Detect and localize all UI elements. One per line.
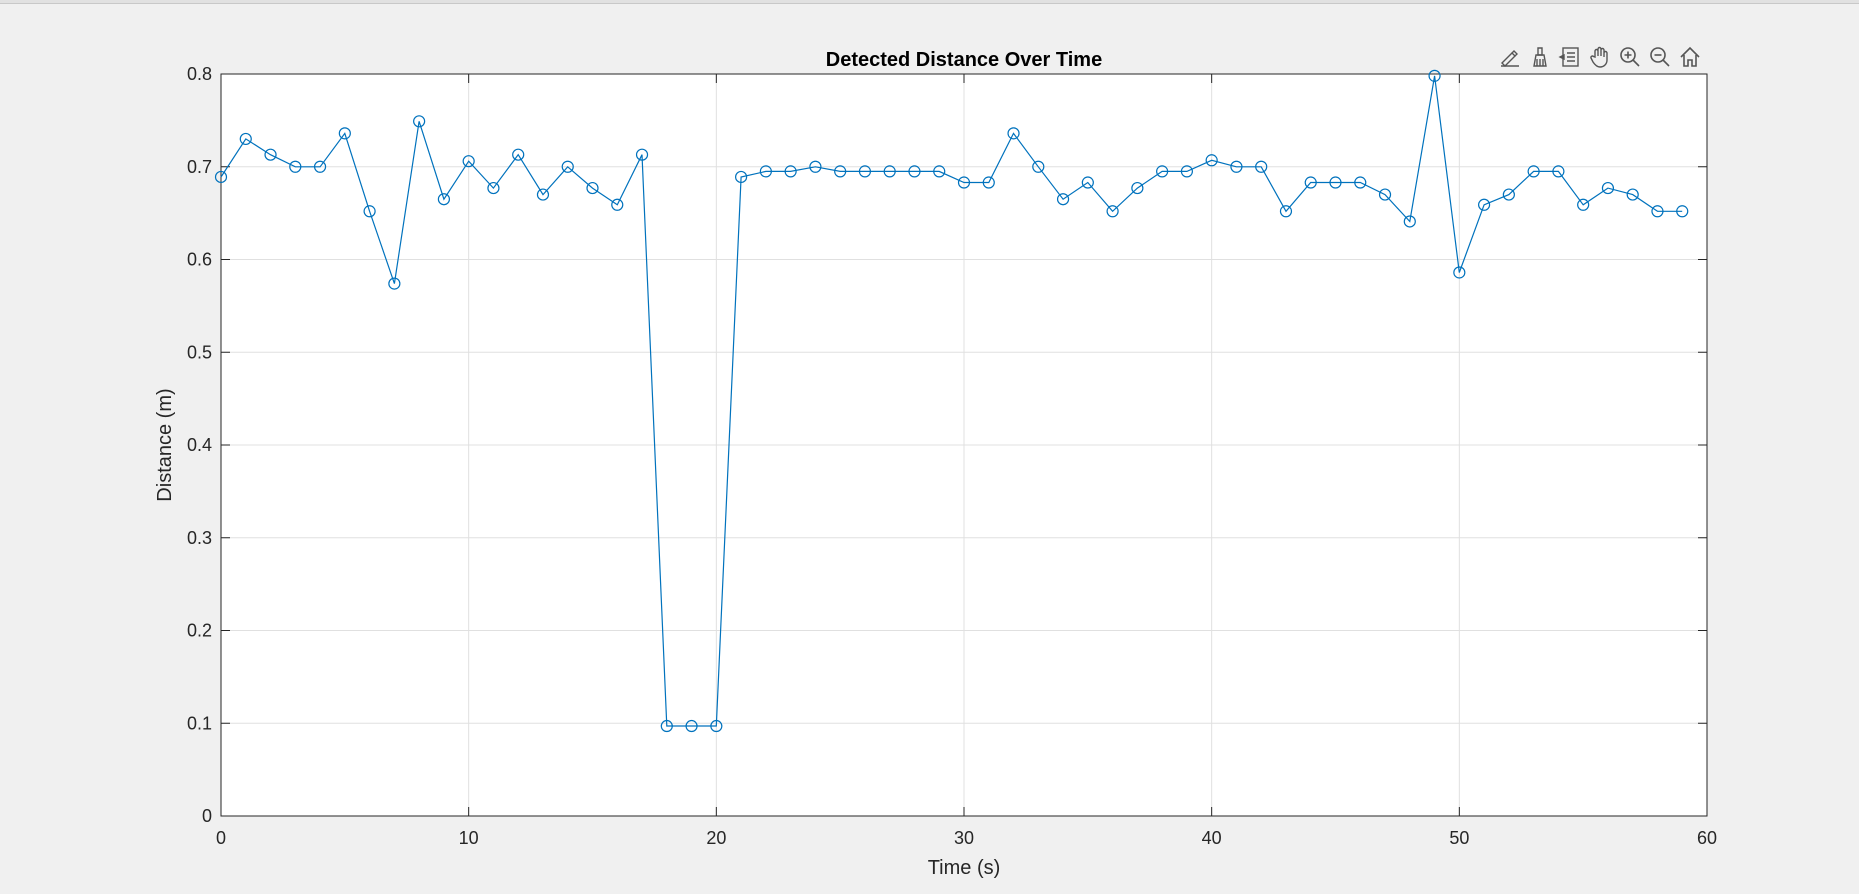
pan-hand-icon <box>1590 46 1608 68</box>
brush-edit-button[interactable] <box>1496 43 1524 71</box>
data-point-marker <box>784 165 797 178</box>
data-point-marker <box>1156 165 1169 178</box>
data-point-marker <box>1131 181 1144 195</box>
y-tick-label: 0.1 <box>187 713 212 733</box>
x-tick-label: 50 <box>1449 828 1469 848</box>
data-point-marker <box>1329 176 1342 189</box>
data-point-marker <box>512 148 525 161</box>
x-tick-label: 40 <box>1202 828 1222 848</box>
data-point-marker <box>759 165 772 178</box>
y-axis-label: Distance (m) <box>154 388 176 501</box>
data-point-marker <box>1651 205 1664 218</box>
data-point-marker <box>363 205 376 218</box>
data-point-marker <box>883 165 896 178</box>
window-top-strip <box>0 0 1859 4</box>
y-tick-label: 0.2 <box>187 621 212 641</box>
y-tick-label: 0.8 <box>187 64 212 84</box>
data-point-marker <box>1601 181 1615 195</box>
data-point-marker <box>462 155 475 168</box>
data-point-marker <box>1056 193 1070 206</box>
data-point-marker <box>264 148 277 161</box>
zoom-out-button[interactable] <box>1646 43 1674 71</box>
x-tick-label: 30 <box>954 828 974 848</box>
home-icon <box>1680 46 1700 67</box>
data-point-marker <box>982 176 995 189</box>
data-point-marker <box>487 181 500 195</box>
data-point-marker <box>1676 205 1689 218</box>
data-point-marker <box>908 165 921 178</box>
data-point-marker <box>611 198 624 211</box>
data-point-marker <box>413 115 426 128</box>
data-point-marker <box>338 127 351 140</box>
data-point-marker <box>388 277 401 290</box>
zoom-out-icon <box>1650 47 1670 67</box>
data-point-marker <box>1007 127 1020 140</box>
data-point-marker <box>1502 188 1515 201</box>
data-point-marker <box>834 165 847 178</box>
data-point-marker <box>536 188 550 201</box>
data-point-marker <box>289 160 302 173</box>
data-point-marker <box>1378 188 1392 201</box>
series-line <box>220 75 1683 727</box>
data-point-marker <box>1304 176 1317 189</box>
data-point-marker <box>239 132 252 146</box>
data-point-marker <box>1552 165 1565 178</box>
data-point-marker <box>957 176 971 189</box>
y-tick-label: 0.5 <box>187 342 212 362</box>
brush-edit-icon <box>1501 50 1519 67</box>
data-point-marker <box>635 148 649 161</box>
data-brush-button[interactable] <box>1526 43 1554 71</box>
zoom-in-button[interactable] <box>1616 43 1644 71</box>
data-point-marker <box>660 719 673 733</box>
data-point-marker <box>1106 205 1119 218</box>
pan-button[interactable] <box>1586 43 1614 71</box>
data-brush-icon <box>1533 47 1547 67</box>
data-point-marker <box>1081 176 1094 189</box>
x-axis-label: Time (s) <box>928 857 1001 879</box>
home-button[interactable] <box>1676 43 1704 71</box>
data-point-marker <box>1279 205 1293 218</box>
data-point-marker <box>710 719 723 733</box>
data-point-marker <box>1527 165 1540 178</box>
data-point-marker <box>437 193 450 206</box>
y-tick-label: 0 <box>202 806 212 826</box>
y-tick-label: 0.7 <box>187 157 212 177</box>
data-tips-icon <box>1558 47 1579 67</box>
x-tick-label: 0 <box>216 828 226 848</box>
data-tips-button[interactable] <box>1556 43 1584 71</box>
y-tick-label: 0.4 <box>187 435 212 455</box>
data-point-marker <box>734 170 748 184</box>
data-point-marker <box>1403 215 1416 228</box>
data-point-marker <box>1230 160 1243 173</box>
x-tick-label: 20 <box>706 828 726 848</box>
axes-toolbar <box>1496 41 1704 73</box>
x-tick-label: 10 <box>459 828 479 848</box>
data-point-marker <box>933 165 946 178</box>
data-point-marker <box>685 719 698 733</box>
y-tick-label: 0.3 <box>187 528 212 548</box>
data-point-marker <box>214 170 228 184</box>
chart-title: Detected Distance Over Time <box>826 49 1102 71</box>
x-tick-label: 60 <box>1697 828 1717 848</box>
data-point-marker <box>1032 160 1045 173</box>
data-point-marker <box>1577 198 1590 211</box>
data-point-marker <box>1626 188 1639 201</box>
data-point-marker <box>313 160 327 173</box>
zoom-in-icon <box>1620 47 1640 67</box>
data-point-marker <box>1453 266 1466 279</box>
data-point-marker <box>586 181 599 195</box>
data-point-marker <box>1205 154 1218 167</box>
data-point-marker <box>858 165 872 178</box>
data-point-marker <box>1255 160 1268 173</box>
data-point-marker <box>561 160 574 173</box>
data-point-marker <box>809 160 822 173</box>
data-point-marker <box>1428 69 1441 82</box>
data-point-marker <box>1180 165 1194 178</box>
y-tick-label: 0.6 <box>187 250 212 270</box>
data-point-marker <box>1354 176 1367 189</box>
data-point-marker <box>1477 198 1491 211</box>
